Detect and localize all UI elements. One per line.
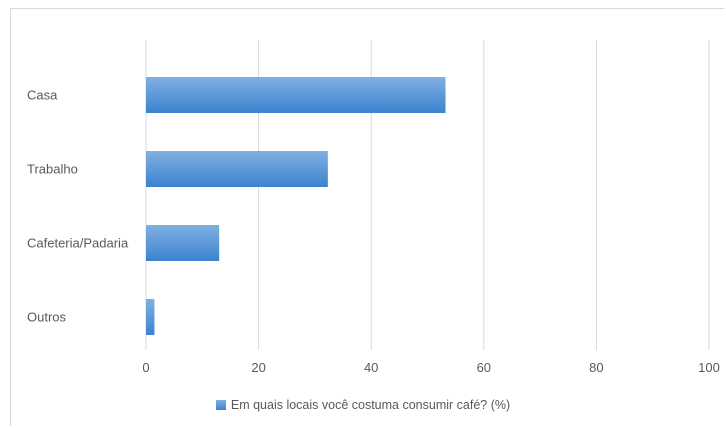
x-tick-label: 100: [698, 360, 720, 375]
x-tick-label: 0: [142, 360, 149, 375]
x-tick-label: 80: [589, 360, 603, 375]
category-label: Trabalho: [27, 162, 78, 177]
category-label: Cafeteria/Padaria: [27, 236, 129, 251]
bar-3: [146, 299, 155, 335]
legend-label: Em quais locais você costuma consumir ca…: [230, 398, 511, 412]
category-label: Casa: [27, 88, 58, 103]
legend: Em quais locais você costuma consumir ca…: [0, 398, 726, 412]
x-tick-label: 60: [477, 360, 491, 375]
category-label: Outros: [27, 310, 67, 325]
category-labels: Casa Trabalho Cafeteria/Padaria Outros: [27, 88, 129, 325]
bar-1: [146, 151, 328, 187]
bar-2: [146, 225, 220, 261]
x-axis-tick-labels: 0 20 40 60 80 100: [142, 360, 719, 375]
x-tick-label: 20: [251, 360, 265, 375]
x-tick-label: 40: [364, 360, 378, 375]
legend-swatch: [215, 400, 226, 410]
bars: [146, 77, 446, 335]
bar-0: [146, 77, 446, 113]
